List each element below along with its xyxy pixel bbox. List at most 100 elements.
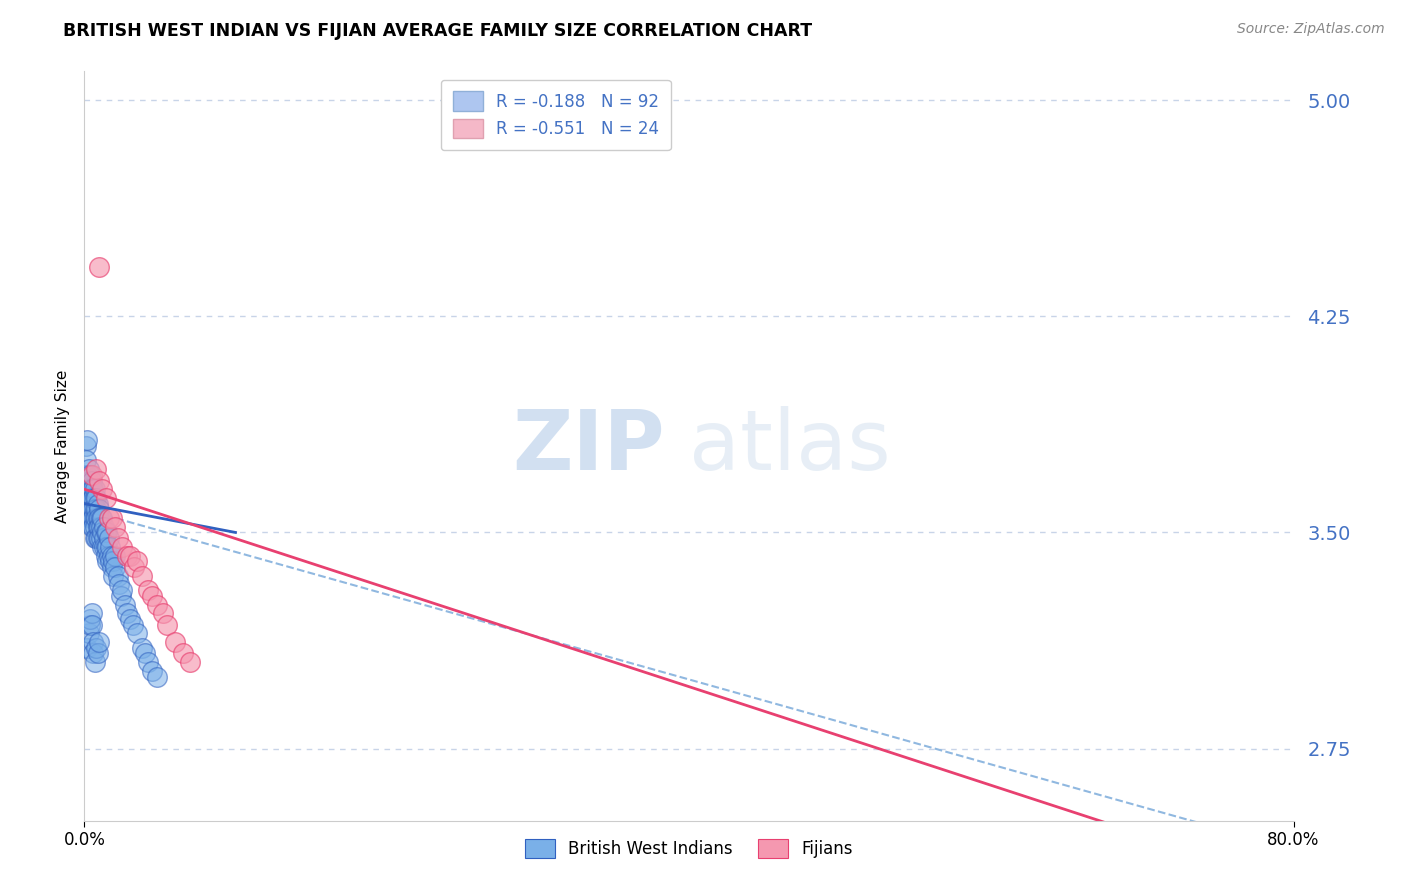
Point: [86, 502, 108, 516]
Point: [97, 511, 120, 525]
Point: [118, 612, 141, 626]
Point: [82, 519, 104, 533]
Point: [82, 482, 104, 496]
Point: [84, 482, 107, 496]
Point: [115, 606, 138, 620]
Point: [131, 640, 153, 655]
Point: [100, 549, 122, 563]
Point: [104, 560, 127, 574]
Point: [79, 467, 101, 482]
Point: [93, 540, 115, 554]
Point: [93, 531, 115, 545]
Point: [127, 626, 149, 640]
Point: [115, 549, 138, 563]
Point: [86, 491, 108, 505]
Text: atlas: atlas: [689, 406, 890, 486]
Point: [141, 589, 163, 603]
Point: [80, 502, 103, 516]
Point: [80, 467, 103, 482]
Point: [79, 612, 101, 626]
Point: [82, 502, 104, 516]
Point: [90, 519, 112, 533]
Point: [104, 519, 127, 533]
Point: [82, 635, 104, 649]
Point: [75, 453, 97, 467]
Point: [89, 519, 111, 533]
Point: [165, 635, 187, 649]
Point: [134, 647, 156, 661]
Point: [90, 531, 112, 545]
Point: [80, 511, 103, 525]
Point: [84, 502, 107, 516]
Legend: British West Indians, Fijians: British West Indians, Fijians: [519, 832, 859, 864]
Point: [94, 525, 117, 540]
Point: [89, 260, 111, 275]
Point: [104, 549, 127, 563]
Point: [84, 531, 107, 545]
Point: [127, 554, 149, 568]
Point: [89, 502, 111, 516]
Point: [82, 647, 104, 661]
Point: [86, 640, 108, 655]
Point: [122, 560, 145, 574]
Point: [86, 531, 108, 545]
Point: [107, 568, 129, 582]
Point: [91, 525, 114, 540]
Point: [76, 467, 98, 482]
Point: [80, 519, 103, 533]
Point: [96, 540, 118, 554]
Point: [97, 549, 120, 563]
Point: [77, 497, 100, 511]
Point: [87, 519, 110, 533]
Point: [100, 560, 122, 574]
Point: [84, 655, 107, 669]
Point: [80, 474, 103, 488]
Text: Source: ZipAtlas.com: Source: ZipAtlas.com: [1237, 22, 1385, 37]
Point: [89, 511, 111, 525]
Point: [118, 549, 141, 563]
Point: [84, 491, 107, 505]
Point: [172, 647, 194, 661]
Point: [87, 647, 110, 661]
Text: ZIP: ZIP: [512, 406, 665, 486]
Point: [101, 554, 124, 568]
Point: [87, 497, 110, 511]
Point: [152, 606, 174, 620]
Point: [77, 482, 100, 496]
Point: [94, 491, 117, 505]
Point: [89, 474, 111, 488]
Point: [87, 531, 110, 545]
Point: [131, 568, 153, 582]
Point: [100, 511, 122, 525]
Point: [93, 519, 115, 533]
Point: [121, 617, 143, 632]
Point: [79, 497, 101, 511]
Point: [77, 626, 100, 640]
Point: [77, 462, 100, 476]
Point: [111, 540, 134, 554]
Point: [82, 491, 104, 505]
Point: [84, 511, 107, 525]
Point: [76, 434, 98, 448]
Point: [108, 577, 131, 591]
Point: [89, 635, 111, 649]
Point: [141, 664, 163, 678]
Point: [79, 511, 101, 525]
Point: [136, 583, 159, 598]
Point: [79, 482, 101, 496]
Point: [110, 589, 132, 603]
Point: [77, 474, 100, 488]
Point: [156, 617, 179, 632]
Point: [76, 640, 98, 655]
Point: [94, 540, 117, 554]
Y-axis label: Average Family Size: Average Family Size: [55, 369, 70, 523]
Point: [97, 531, 120, 545]
Point: [80, 482, 103, 496]
Point: [91, 540, 114, 554]
Point: [90, 511, 112, 525]
Point: [79, 617, 101, 632]
Point: [80, 606, 103, 620]
Point: [82, 511, 104, 525]
Point: [86, 511, 108, 525]
Point: [98, 554, 121, 568]
